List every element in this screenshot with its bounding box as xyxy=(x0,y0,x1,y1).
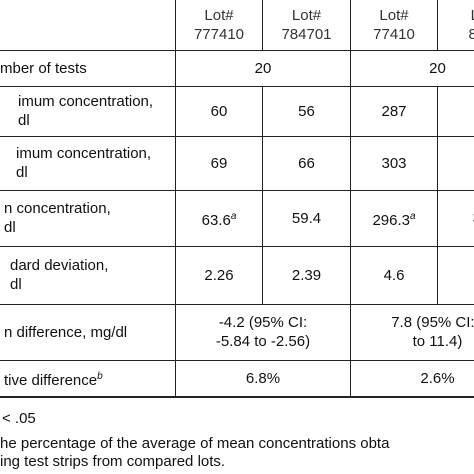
rule xyxy=(0,396,474,398)
data-cell: 59.4 xyxy=(262,190,350,246)
label-text: dl xyxy=(18,112,30,129)
row-label: imum concentration, dl xyxy=(16,136,151,190)
cell-text: 56 xyxy=(298,102,315,120)
rule xyxy=(0,86,474,87)
data-cell: 2 xyxy=(437,86,474,136)
cell-text: 60 xyxy=(210,102,228,120)
header-text: Lot# xyxy=(204,7,234,24)
rule xyxy=(0,136,474,137)
rule xyxy=(0,304,474,305)
row-label: mber of tests xyxy=(0,50,87,86)
cell-text: 296.3 xyxy=(372,211,410,229)
cell-text: 59.4 xyxy=(291,209,322,227)
data-cell: 296.3a xyxy=(350,190,437,246)
cell-text: 287 xyxy=(381,102,407,120)
cell-text: 303 xyxy=(381,154,407,172)
footnote-mark: a xyxy=(230,210,237,222)
rule xyxy=(0,50,474,51)
data-cell: 2.39 xyxy=(262,246,350,304)
cell-text: -5.84 to -2.56) xyxy=(215,333,311,350)
rule xyxy=(0,246,474,247)
cell-line: 63.6a xyxy=(202,207,237,230)
row-label: n difference, mg/dl xyxy=(4,304,127,360)
row-label: n concentration, dl xyxy=(4,190,111,246)
label-text: dl xyxy=(10,276,22,293)
label-text: dard deviation, xyxy=(10,257,109,274)
data-cell: 5 xyxy=(437,246,474,304)
cell-text: 30 xyxy=(473,209,474,228)
header-text: Lot# xyxy=(379,7,409,24)
data-cell: 3 xyxy=(437,136,474,190)
data-cell: 303 xyxy=(350,136,437,190)
cell-text: 69 xyxy=(210,154,228,172)
header-cell: Lot# 784701 xyxy=(262,0,350,50)
footnote: ing test strips from compared lots. xyxy=(0,453,226,470)
data-cell: 63.6a xyxy=(175,190,262,246)
footnote: < .05 xyxy=(2,410,36,427)
label-text: dl xyxy=(16,164,28,181)
rule xyxy=(0,360,474,361)
rule xyxy=(0,190,474,191)
label-text: imum concentration, xyxy=(18,93,154,110)
cell-text: 2.6% xyxy=(420,369,455,387)
cell-text: 7.8 (95% CI: - xyxy=(391,314,474,331)
row-label: imum concentration, dl xyxy=(18,86,153,136)
cell-text: 66 xyxy=(298,154,315,172)
data-cell: 66 xyxy=(262,136,350,190)
header-text: 77410 xyxy=(373,26,415,43)
label-text: n concentration, xyxy=(4,200,111,217)
data-cell: 20 xyxy=(175,50,350,86)
data-cell: 30 xyxy=(437,190,474,246)
cell-line: 296.3a xyxy=(372,207,415,230)
data-cell: 69 xyxy=(175,136,262,190)
label-text: tive difference xyxy=(4,371,98,389)
footnote-mark: b xyxy=(97,370,103,382)
header-text: 784701 xyxy=(281,26,332,43)
header-cell: Lot# 777410 xyxy=(175,0,262,50)
row-label: dard deviation, dl xyxy=(10,246,108,304)
cell-text: 63.6 xyxy=(201,211,231,229)
data-cell: 2.6% xyxy=(350,360,474,396)
data-cell: 2.26 xyxy=(175,246,262,304)
cell-text: -4.2 (95% CI: xyxy=(218,314,308,331)
data-cell: 287 xyxy=(350,86,437,136)
header-text: Lot# xyxy=(291,7,322,24)
header-text: Lot xyxy=(471,6,474,25)
data-cell: 56 xyxy=(262,86,350,136)
cell-text: 6.8% xyxy=(245,369,281,387)
data-cell: 7.8 (95% CI: - to 11.4) xyxy=(350,304,474,360)
data-cell: -4.2 (95% CI: -5.84 to -2.56) xyxy=(175,304,350,360)
header-cell: Lot860 xyxy=(437,0,474,50)
label-text: n difference, mg/dl xyxy=(4,323,128,341)
data-cell: 6.8% xyxy=(175,360,350,396)
label-line: tive differenceb xyxy=(4,367,103,390)
cell-text: 2.39 xyxy=(291,266,322,284)
data-cell: 60 xyxy=(175,86,262,136)
header-cell: Lot# 77410 xyxy=(350,0,437,50)
header-text: 777410 xyxy=(193,26,245,43)
cell-text: 20 xyxy=(254,59,272,77)
label-text: mber of tests xyxy=(0,59,87,77)
cell-text: 4.6 xyxy=(383,266,405,284)
footnote: he percentage of the average of mean con… xyxy=(0,435,390,452)
data-cell: 20 xyxy=(350,50,474,86)
data-cell: 4.6 xyxy=(350,246,437,304)
cell-text: to 11.4) xyxy=(412,333,463,350)
cell-text: 2.26 xyxy=(204,266,234,284)
row-label: tive differenceb xyxy=(4,360,103,396)
footnote-mark: a xyxy=(409,210,416,222)
cell-text: 20 xyxy=(429,59,446,77)
label-text: dl xyxy=(4,219,16,236)
label-text: imum concentration, xyxy=(16,145,152,162)
header-text: 860 xyxy=(468,26,474,43)
